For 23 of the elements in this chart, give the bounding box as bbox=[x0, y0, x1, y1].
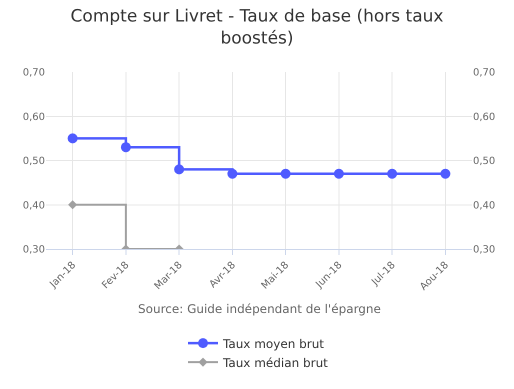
point bbox=[68, 200, 78, 210]
y-tick-label: 0,60 bbox=[22, 112, 45, 123]
point bbox=[280, 168, 291, 179]
chart-title: Compte sur Livret - Taux de base (hors taux boostés) bbox=[70, 6, 444, 48]
legend-label: Taux médian brut bbox=[222, 356, 328, 370]
point bbox=[440, 168, 450, 179]
point bbox=[387, 168, 398, 179]
y2-tick-label: 0,50 bbox=[473, 156, 496, 167]
point bbox=[334, 168, 344, 179]
y2-tick-label: 0,60 bbox=[473, 112, 496, 123]
point bbox=[68, 133, 78, 144]
y2-tick-label: 0,40 bbox=[473, 200, 496, 212]
source-note: Source: Guide indépendant de l'épargne bbox=[138, 302, 381, 316]
y2-tick-label: 0,30 bbox=[473, 244, 496, 256]
y-tick-label: 0,70 bbox=[22, 68, 45, 78]
point bbox=[120, 142, 131, 152]
y-tick-label: 0,30 bbox=[22, 244, 45, 256]
y-tick-label: 0,40 bbox=[22, 200, 45, 212]
y-tick-label: 0,50 bbox=[22, 156, 45, 167]
y2-tick-label: 0,70 bbox=[473, 68, 496, 78]
point bbox=[227, 168, 238, 179]
point bbox=[174, 164, 184, 174]
legend-label: Taux moyen brut bbox=[222, 336, 324, 351]
